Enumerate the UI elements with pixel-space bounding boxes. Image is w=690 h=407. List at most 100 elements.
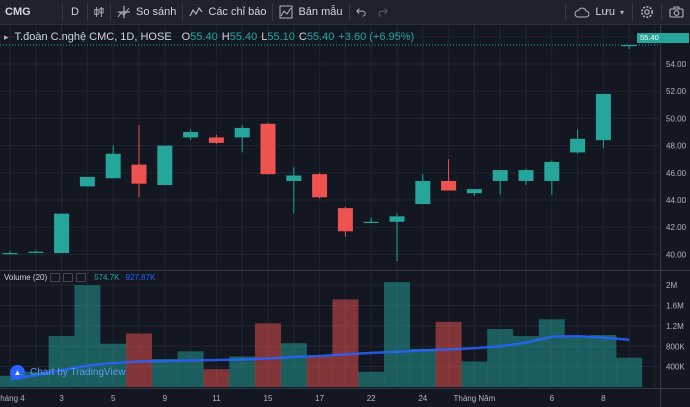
volume-visibility-button[interactable] [63, 273, 74, 282]
volume-bar [461, 361, 488, 387]
volume-value: 574.7K [94, 273, 120, 282]
price-chart[interactable]: 40.00 42.00 44.00 46.00 48.00 50.00 52.00 54.00… [0, 25, 690, 407]
volume-bar [151, 359, 178, 387]
volume-axis-label: 1.6M [666, 302, 684, 311]
candle-body [131, 164, 147, 184]
volume-bar [409, 348, 436, 387]
redo-button[interactable] [372, 0, 394, 25]
candle-body [621, 44, 637, 47]
candle-body [441, 180, 457, 191]
volume-bar [564, 336, 591, 387]
save-button[interactable]: Lưu ▾ [566, 0, 632, 25]
volume-bar [332, 299, 359, 387]
candle-body [157, 145, 173, 186]
candle-body [570, 138, 586, 153]
volume-bar [74, 285, 101, 387]
volume-axis-label: 1.2M [666, 322, 684, 331]
watermark-text: Chart by TradingView [30, 367, 126, 378]
candle-body [466, 189, 482, 194]
toolbar-divider [87, 3, 88, 21]
volume-bar [280, 343, 307, 387]
toolbar-divider [632, 3, 633, 21]
top-toolbar: CMG D So sánh [0, 0, 690, 25]
volume-bar [358, 371, 385, 387]
series-legend: ▸ T.đoàn C.nghệ CMC, 1D, HOSE O 55.40 H … [4, 31, 414, 43]
tradingview-watermark[interactable]: ▲ Chart by TradingView [10, 365, 125, 380]
time-axis: Tháng 4 3 5 9 11 15 17 22 24 Tháng Năm 6 8 [0, 394, 606, 403]
volume-bar [48, 336, 75, 387]
time-axis-label: 9 [163, 394, 168, 403]
redo-icon [377, 8, 388, 17]
volume-bar [616, 357, 643, 387]
low-label: L [261, 31, 268, 43]
time-axis-label: 3 [59, 394, 64, 403]
candlestick-icon [94, 7, 104, 17]
time-axis-label: 15 [264, 394, 273, 403]
volume-bar [203, 369, 230, 387]
volume-bars [0, 282, 643, 387]
price-axis-label: 42.00 [666, 223, 687, 232]
candle-body [286, 175, 302, 181]
symbol-search-button[interactable]: CMG [0, 0, 62, 25]
candle-body [28, 251, 44, 253]
cloud-icon [574, 7, 590, 17]
candle-body [105, 153, 121, 179]
volume-legend: Volume (20) 574.7K 927.87K [4, 273, 155, 282]
chart-type-button[interactable] [88, 0, 110, 25]
time-axis-label: 11 [212, 394, 221, 403]
volume-remove-button[interactable] [76, 273, 87, 282]
candle-body [337, 208, 353, 232]
close-value: 55.40 [306, 31, 335, 43]
toolbar-divider [110, 3, 111, 21]
price-axis-label: 44.00 [666, 196, 687, 205]
candles [2, 44, 637, 262]
high-label: H [221, 31, 230, 43]
volume-bar [384, 282, 410, 387]
low-value: 55.10 [267, 31, 295, 43]
compare-icon [117, 6, 130, 18]
undo-button[interactable] [350, 0, 372, 25]
price-axis-label: 50.00 [666, 114, 687, 123]
save-label: Lưu [595, 6, 615, 18]
time-axis-label: 22 [367, 394, 376, 403]
volume-bar [0, 375, 23, 387]
compare-button[interactable]: So sánh [111, 0, 182, 25]
time-axis-label: 5 [111, 394, 116, 403]
candle-body [492, 170, 508, 181]
templates-button[interactable]: Bản mẫu [273, 0, 348, 25]
candle-body [363, 221, 379, 223]
interval-label: D [71, 6, 79, 18]
candle-body [2, 253, 18, 255]
time-axis-label: 24 [418, 394, 427, 403]
price-axis-label: 48.00 [666, 142, 687, 151]
indicators-icon [189, 6, 203, 17]
volume-axis-label: 800K [666, 342, 685, 351]
volume-bar [538, 319, 565, 387]
candle-body [415, 180, 431, 205]
price-axis-label: 40.00 [666, 250, 687, 259]
settings-button[interactable] [633, 0, 661, 25]
candle-body [595, 93, 611, 141]
candle-body [518, 170, 534, 181]
templates-label: Bản mẫu [298, 6, 343, 18]
collapse-legend-icon[interactable]: ▸ [4, 31, 9, 42]
toolbar-divider [182, 3, 184, 21]
compare-label: So sánh [136, 6, 177, 18]
templates-icon [279, 5, 293, 19]
last-price-tag: 55.40 [637, 33, 689, 43]
time-axis-label: Tháng Năm [454, 394, 496, 403]
candle-body [544, 161, 560, 181]
volume-settings-button[interactable] [50, 273, 61, 282]
interval-button[interactable]: D [63, 0, 87, 25]
volume-bar [306, 356, 333, 387]
candle-body [234, 127, 250, 138]
candle-body [79, 176, 95, 187]
volume-bar [100, 343, 127, 387]
settings-icon [641, 6, 653, 18]
snapshot-button[interactable] [662, 0, 690, 25]
camera-icon [668, 6, 684, 18]
indicators-button[interactable]: Các chỉ báo [183, 0, 272, 25]
volume-bar [590, 335, 617, 387]
volume-ma-line [9, 334, 630, 381]
candle-body [208, 137, 224, 143]
